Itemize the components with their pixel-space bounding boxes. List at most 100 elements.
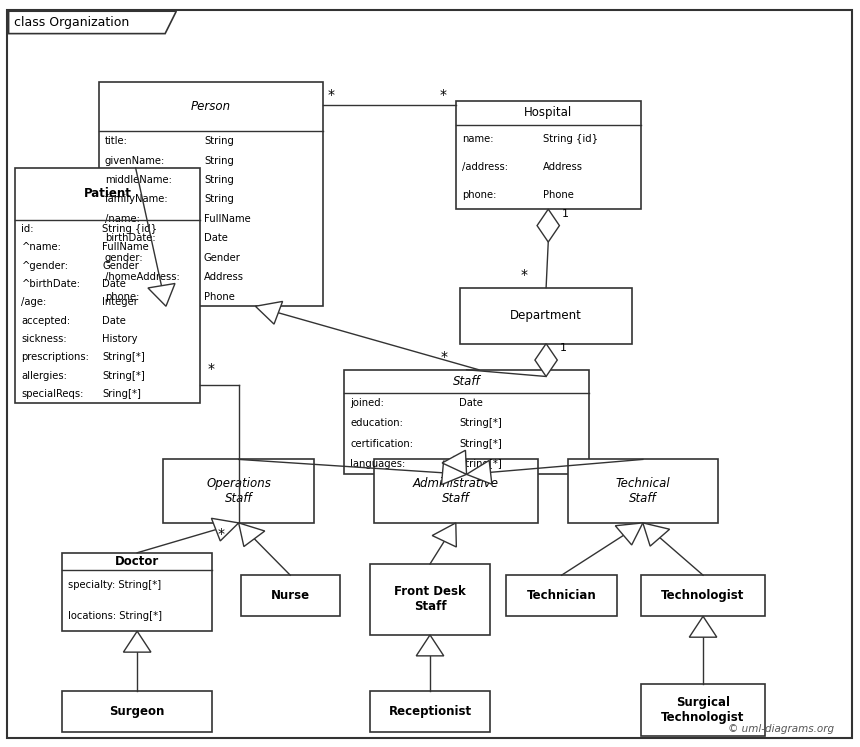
Text: title:: title:: [105, 136, 128, 146]
Text: Person: Person: [191, 100, 230, 114]
Text: familyName:: familyName:: [105, 194, 169, 205]
Text: Operations
Staff: Operations Staff: [206, 477, 271, 505]
Polygon shape: [643, 523, 670, 546]
FancyBboxPatch shape: [7, 10, 852, 738]
Text: ^name:: ^name:: [22, 242, 61, 252]
Text: phone:: phone:: [462, 190, 496, 200]
FancyBboxPatch shape: [344, 370, 589, 474]
Text: Surgical
Technologist: Surgical Technologist: [661, 695, 745, 724]
Polygon shape: [123, 631, 150, 652]
Text: ^gender:: ^gender:: [22, 261, 69, 270]
Polygon shape: [238, 523, 265, 547]
Polygon shape: [9, 11, 176, 34]
Text: joined:: joined:: [350, 398, 384, 408]
Text: allergies:: allergies:: [22, 371, 67, 381]
FancyBboxPatch shape: [15, 168, 200, 403]
Text: middleName:: middleName:: [105, 175, 172, 185]
Text: Front Desk
Staff: Front Desk Staff: [394, 586, 466, 613]
Text: /name:: /name:: [105, 214, 140, 224]
FancyBboxPatch shape: [641, 575, 765, 616]
Text: ^birthDate:: ^birthDate:: [22, 279, 81, 289]
FancyBboxPatch shape: [460, 288, 632, 344]
Text: History: History: [102, 334, 138, 344]
Text: String {id}: String {id}: [543, 134, 598, 143]
Text: *: *: [440, 350, 448, 364]
Text: Hospital: Hospital: [524, 106, 573, 120]
Text: 1: 1: [560, 343, 567, 353]
Text: Date: Date: [204, 233, 228, 244]
Polygon shape: [442, 450, 466, 474]
FancyBboxPatch shape: [374, 459, 538, 523]
Text: Doctor: Doctor: [115, 555, 159, 568]
Text: String[*]: String[*]: [102, 371, 145, 381]
Text: Sring[*]: Sring[*]: [102, 389, 141, 399]
Text: gender:: gender:: [105, 252, 144, 263]
Text: Technician: Technician: [526, 589, 597, 602]
Text: specialReqs:: specialReqs:: [22, 389, 84, 399]
FancyBboxPatch shape: [456, 101, 641, 209]
Text: /age:: /age:: [22, 297, 46, 308]
Text: phone:: phone:: [105, 291, 139, 302]
Polygon shape: [255, 302, 283, 324]
FancyBboxPatch shape: [99, 82, 322, 306]
Text: Administrative
Staff: Administrative Staff: [413, 477, 499, 505]
Text: accepted:: accepted:: [22, 316, 71, 326]
Text: id:: id:: [22, 224, 34, 234]
Text: Phone: Phone: [543, 190, 574, 200]
Text: FullName: FullName: [204, 214, 251, 224]
Text: *: *: [439, 88, 446, 102]
Polygon shape: [537, 209, 560, 242]
Text: *: *: [217, 527, 224, 541]
Text: *: *: [207, 362, 214, 376]
Text: Nurse: Nurse: [271, 589, 310, 602]
Text: Date: Date: [102, 316, 126, 326]
Text: Date: Date: [459, 398, 483, 408]
Polygon shape: [148, 284, 175, 306]
Text: String: String: [204, 194, 234, 205]
Text: prescriptions:: prescriptions:: [22, 353, 89, 362]
Text: Phone: Phone: [204, 291, 235, 302]
FancyBboxPatch shape: [370, 691, 490, 732]
FancyBboxPatch shape: [641, 684, 765, 736]
Text: Integer: Integer: [102, 297, 138, 308]
Text: Address: Address: [543, 162, 583, 172]
Text: Staff: Staff: [452, 375, 481, 388]
Text: String: String: [204, 175, 234, 185]
Polygon shape: [433, 523, 457, 547]
Text: 1: 1: [562, 208, 569, 219]
Text: Department: Department: [510, 309, 582, 322]
Text: locations: String[*]: locations: String[*]: [68, 611, 162, 621]
Text: String {id}: String {id}: [102, 224, 157, 234]
Text: String[*]: String[*]: [102, 353, 145, 362]
Text: © uml-diagrams.org: © uml-diagrams.org: [728, 724, 834, 734]
Text: *: *: [328, 88, 335, 102]
Text: Technologist: Technologist: [661, 589, 745, 602]
FancyBboxPatch shape: [241, 575, 340, 616]
Text: certification:: certification:: [350, 438, 413, 449]
Text: languages:: languages:: [350, 459, 405, 469]
FancyBboxPatch shape: [370, 564, 490, 635]
Text: *: *: [520, 267, 527, 282]
Text: givenName:: givenName:: [105, 155, 165, 166]
Text: /homeAddress:: /homeAddress:: [105, 272, 180, 282]
Polygon shape: [212, 518, 238, 541]
Text: String: String: [204, 136, 234, 146]
FancyBboxPatch shape: [62, 691, 212, 732]
Text: specialty: String[*]: specialty: String[*]: [68, 580, 161, 590]
Polygon shape: [441, 461, 466, 485]
Polygon shape: [690, 616, 717, 637]
Polygon shape: [535, 344, 557, 376]
FancyBboxPatch shape: [568, 459, 718, 523]
FancyBboxPatch shape: [506, 575, 617, 616]
Polygon shape: [416, 635, 444, 656]
Text: String[*]: String[*]: [459, 459, 502, 469]
Text: Technical
Staff: Technical Staff: [616, 477, 670, 505]
FancyBboxPatch shape: [62, 553, 212, 631]
Text: class Organization: class Organization: [14, 16, 129, 29]
Text: Gender: Gender: [204, 252, 241, 263]
Text: String[*]: String[*]: [459, 418, 502, 428]
Text: Receptionist: Receptionist: [389, 705, 471, 718]
Text: education:: education:: [350, 418, 402, 428]
FancyBboxPatch shape: [163, 459, 314, 523]
Text: birthDate:: birthDate:: [105, 233, 156, 244]
